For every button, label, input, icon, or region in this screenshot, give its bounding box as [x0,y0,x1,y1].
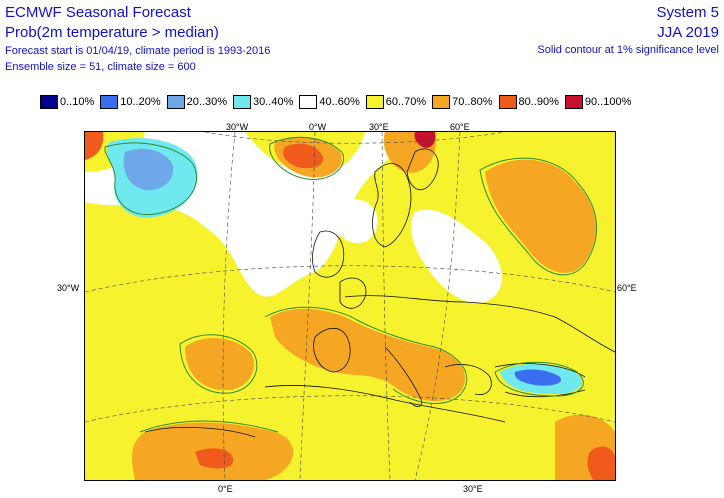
legend-swatch [233,95,251,109]
legend-label: 20..30% [186,96,227,108]
prob-region-70-80 [185,337,254,391]
prob-region-10-20 [514,369,561,386]
axis-label-bottom: 0°E [218,484,233,494]
legend-swatch [564,95,583,109]
prob-region-70-80 [270,308,466,402]
legend-swatch [166,95,185,109]
map-title: ECMWF Seasonal Forecast [5,4,191,21]
legend-label: 0..10% [60,96,95,108]
legend-swatch [40,95,58,109]
legend-label: 80..90% [518,96,559,108]
legend-item: 20..30% [166,95,227,109]
axis-label-bottom: 30°E [463,484,483,494]
legend-swatch [365,95,384,109]
legend-item: 0..10% [40,95,94,109]
probability-map [84,131,616,481]
legend-label: 30..40% [253,96,294,108]
map-canvas [85,132,615,480]
coastlines [144,148,615,438]
legend-item: 60..70% [365,95,427,109]
legend-swatch [432,95,451,109]
axis-label-top: 30°W [226,122,249,132]
prob-region-80-90 [283,143,324,169]
legend-swatch [498,95,517,109]
prob-region-80-90 [587,446,615,480]
prob-region-40-60 [335,199,378,244]
prob-region-80-90 [85,132,104,160]
legend-item: 40..60% [299,95,360,109]
significance-contours [104,136,598,433]
ensemble-info: Ensemble size = 51, climate size = 600 [5,61,196,73]
axis-label-left: 30°W [57,283,80,293]
prob-region-90-100 [414,132,436,148]
color-legend: 0..10% 10..20% 20..30% 30..40% 40..60% 6… [40,94,637,110]
legend-label: 40..60% [319,96,360,108]
legend-label: 10..20% [120,96,161,108]
axis-label-top: 30°E [369,122,389,132]
legend-item: 80..90% [498,95,559,109]
legend-label: 60..70% [385,96,427,108]
forecast-info: Forecast start is 01/04/19, climate peri… [5,45,271,57]
prob-region-40-60 [410,209,502,303]
map-subtitle: Prob(2m temperature > median) [5,24,219,41]
legend-label: 70..80% [452,96,493,108]
significance-note: Solid contour at 1% significance level [537,44,719,56]
legend-swatch [100,95,119,109]
legend-item: 90..100% [564,95,632,109]
axis-label-right: 60°E [617,283,637,293]
graticule [85,132,615,480]
prob-region-80-90 [195,448,234,469]
axis-label-top: 0°W [309,122,327,132]
legend-label: 90..100% [584,96,632,108]
season-label: JJA 2019 [657,24,719,41]
legend-item: 30..40% [233,95,293,109]
prob-region-20-30 [123,148,174,191]
axis-label-top: 60°E [450,122,470,132]
legend-item: 70..80% [432,95,493,109]
system-label: System 5 [656,4,719,21]
prob-region-70-80 [485,159,596,273]
legend-item: 10..20% [100,95,161,109]
legend-swatch [299,95,318,109]
